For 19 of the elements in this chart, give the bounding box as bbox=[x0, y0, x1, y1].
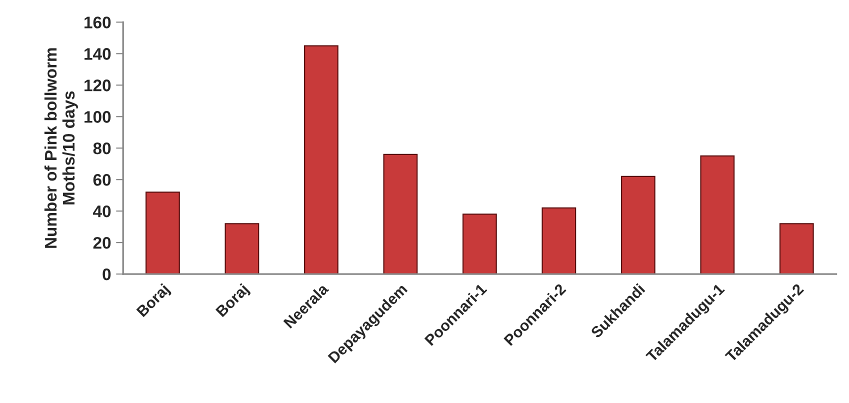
y-axis-title: Number of Pink bollworm Moths/10 days bbox=[44, 48, 78, 248]
bar bbox=[383, 154, 418, 274]
y-tick-label: 140 bbox=[84, 48, 111, 60]
y-tick-label: 100 bbox=[84, 111, 111, 123]
y-tick-label: 0 bbox=[102, 268, 111, 280]
bar bbox=[620, 176, 656, 274]
bar bbox=[224, 223, 260, 274]
bar bbox=[462, 214, 497, 274]
y-tick-label: 60 bbox=[93, 174, 111, 186]
bar bbox=[779, 223, 814, 274]
y-tick-label: 20 bbox=[93, 236, 111, 249]
bar bbox=[304, 45, 338, 274]
bar bbox=[146, 192, 180, 274]
y-tick-label: 120 bbox=[84, 80, 111, 92]
y-tick-label: 160 bbox=[84, 16, 111, 28]
bar bbox=[542, 207, 576, 274]
y-tick-label: 80 bbox=[93, 142, 111, 154]
y-tick-label: 40 bbox=[93, 205, 111, 218]
bar bbox=[700, 155, 735, 274]
